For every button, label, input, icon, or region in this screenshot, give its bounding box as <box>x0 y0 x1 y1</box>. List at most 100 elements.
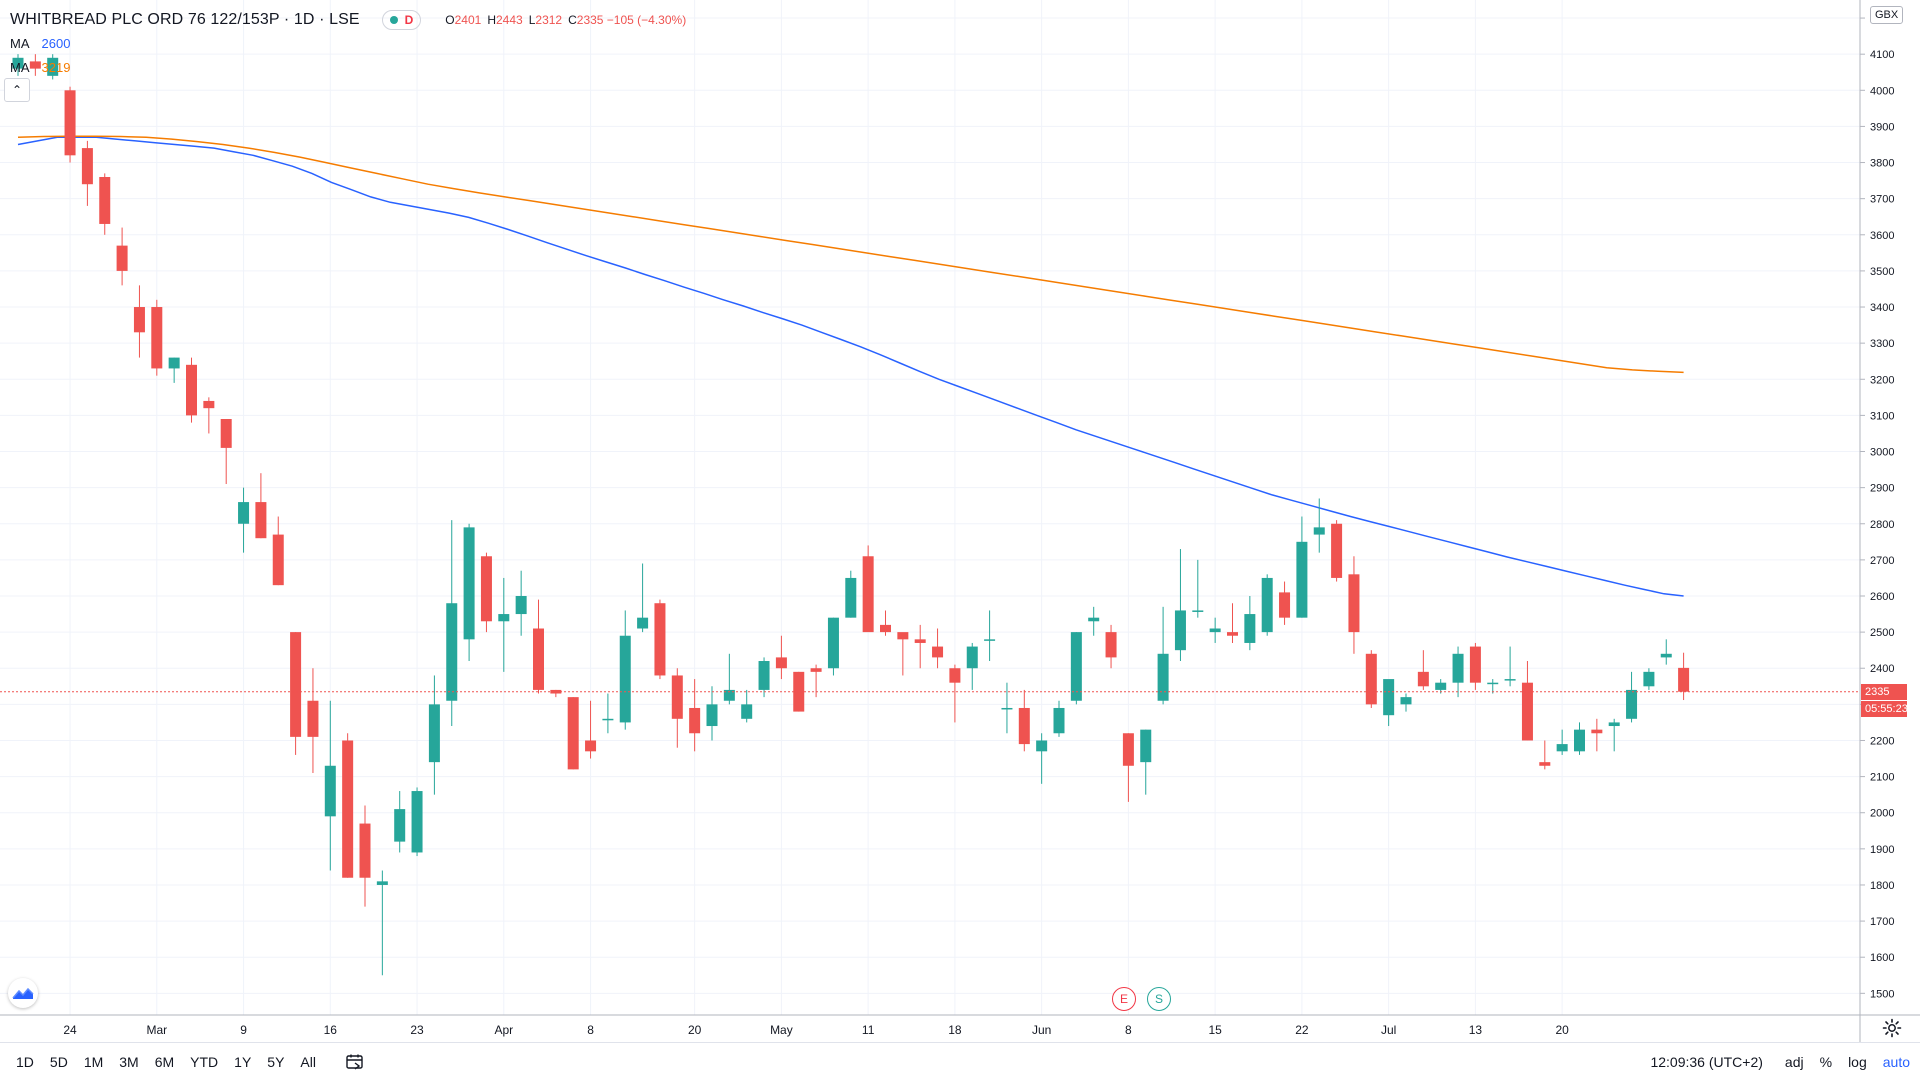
bottom-toolbar: 1D 5D 1M 3M 6M YTD 1Y 5Y All 12:09:36 (U… <box>0 1042 1920 1081</box>
y-tick-label: 3600 <box>1870 230 1894 242</box>
candle <box>64 86 76 163</box>
candle-body <box>64 90 76 156</box>
candle-body <box>394 809 406 842</box>
x-tick-label: 9 <box>240 1023 247 1037</box>
split-event-marker[interactable]: S <box>1147 987 1171 1011</box>
candle <box>1574 722 1585 755</box>
candle-body <box>99 176 111 224</box>
candle-body <box>1122 733 1134 766</box>
candle <box>741 689 753 723</box>
candle-body <box>29 61 41 69</box>
ma-label: MA <box>10 36 30 51</box>
currency-badge[interactable]: GBX <box>1870 6 1904 24</box>
candle <box>99 173 111 235</box>
candle-body <box>1001 707 1013 710</box>
candle <box>1678 652 1690 701</box>
candle <box>133 285 145 358</box>
candle <box>567 697 579 770</box>
y-tick-label: 2700 <box>1870 555 1894 567</box>
y-tick-label: 4000 <box>1870 85 1894 97</box>
candle <box>550 689 562 698</box>
range-ytd-button[interactable]: YTD <box>190 1054 219 1070</box>
candle <box>411 787 423 857</box>
candle-body <box>1504 679 1516 681</box>
x-tick-label: 13 <box>1469 1023 1483 1037</box>
candle-body <box>238 502 250 524</box>
candle-body <box>533 628 544 690</box>
candle <box>1487 679 1499 694</box>
log-scale-toggle[interactable]: log <box>1848 1054 1867 1070</box>
ma-indicator-row-2[interactable]: MA 3219 <box>10 56 692 80</box>
range-1d-button[interactable]: 1D <box>16 1054 34 1070</box>
timezone-clock[interactable]: 12:09:36 (UTC+2) <box>1650 1054 1763 1070</box>
candle <box>810 664 822 698</box>
candle <box>1296 516 1308 618</box>
candle <box>1643 668 1655 690</box>
candle-body <box>116 245 128 271</box>
range-3m-button[interactable]: 3M <box>119 1054 139 1070</box>
candle-body <box>1556 744 1568 752</box>
candle <box>1539 740 1551 770</box>
percent-scale-toggle[interactable]: % <box>1819 1054 1833 1070</box>
candle-body <box>1435 682 1447 690</box>
y-tick-label: 1900 <box>1870 844 1894 856</box>
collapse-legend-button[interactable]: ⌃ <box>4 78 30 102</box>
candle-body <box>654 603 666 676</box>
candle <box>758 657 770 698</box>
price-chart[interactable]: 1500160017001800190020002100220023002400… <box>0 0 1920 1042</box>
settings-gear-icon[interactable] <box>1882 1018 1902 1038</box>
candle-body <box>1591 729 1603 734</box>
adjust-toggle[interactable]: adj <box>1784 1054 1804 1070</box>
range-6m-button[interactable]: 6M <box>154 1054 175 1070</box>
ma-indicator-row-1[interactable]: MA 2600 <box>10 32 692 56</box>
candle <box>203 397 215 434</box>
range-5y-button[interactable]: 5Y <box>267 1054 285 1070</box>
candle-body <box>81 148 93 185</box>
candle <box>1504 646 1516 687</box>
y-tick-label: 2900 <box>1870 483 1894 495</box>
candle-body <box>880 624 891 633</box>
candle-body <box>1521 682 1533 741</box>
candle-body <box>1279 592 1291 618</box>
candle <box>359 805 371 907</box>
y-tick-label: 3100 <box>1870 410 1894 422</box>
candle <box>446 520 458 727</box>
candle-body <box>1313 527 1325 535</box>
candle <box>1227 603 1238 643</box>
go-to-date-calendar-icon[interactable] <box>346 1054 364 1070</box>
range-1y-button[interactable]: 1Y <box>234 1054 252 1070</box>
y-tick-label: 3500 <box>1870 266 1894 278</box>
range-5d-button[interactable]: 5D <box>49 1054 68 1070</box>
candle <box>897 632 909 676</box>
x-tick-label: 22 <box>1295 1023 1309 1037</box>
candle <box>966 642 978 690</box>
candle-body <box>1157 653 1169 701</box>
y-tick-label: 2200 <box>1870 735 1894 747</box>
auto-scale-toggle[interactable]: auto <box>1882 1054 1910 1070</box>
tradingview-logo-icon[interactable] <box>8 978 38 1008</box>
candle <box>654 599 666 680</box>
data-status-badge[interactable]: D <box>381 10 422 30</box>
range-all-button[interactable]: All <box>300 1054 316 1070</box>
bottom-right-controls: 12:09:36 (UTC+2) adj % log auto <box>1650 1054 1920 1070</box>
candle <box>116 227 128 286</box>
symbol-title[interactable]: WHITBREAD PLC ORD 76 122/153P · 1D · LSE <box>10 11 360 28</box>
chart-legend: WHITBREAD PLC ORD 76 122/153P · 1D · LSE… <box>10 8 692 80</box>
candle-body <box>1400 697 1412 705</box>
earnings-event-marker[interactable]: E <box>1112 987 1136 1011</box>
candle <box>324 700 336 871</box>
candle <box>1452 646 1464 698</box>
candle <box>1070 632 1082 705</box>
candle <box>1279 581 1291 625</box>
y-tick-label: 1700 <box>1870 916 1894 928</box>
candle <box>1383 679 1395 727</box>
candle-body <box>47 57 59 76</box>
candle <box>1348 556 1360 654</box>
candle-body <box>741 704 753 719</box>
candle-body <box>446 603 458 701</box>
candle <box>949 664 961 723</box>
candle-body <box>966 646 978 669</box>
y-tick-label: 1500 <box>1870 988 1894 1000</box>
range-1m-button[interactable]: 1M <box>83 1054 104 1070</box>
candle-body <box>1539 762 1551 766</box>
